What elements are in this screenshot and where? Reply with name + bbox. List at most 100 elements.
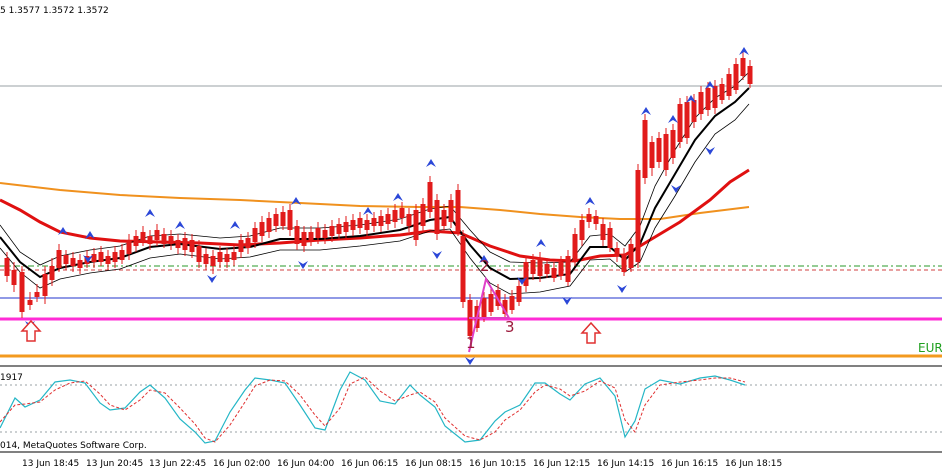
candle-body — [56, 250, 62, 268]
candle-body — [308, 232, 314, 240]
candle-body — [642, 120, 648, 178]
fractal-arrow-icon — [230, 221, 240, 229]
candle-body — [635, 170, 641, 262]
candle-body — [294, 226, 300, 244]
candle-body — [420, 204, 426, 226]
candle-body — [49, 266, 55, 280]
time-axis-label: 13 Jun 20:45 — [86, 459, 143, 469]
time-axis-label: 16 Jun 12:15 — [533, 459, 590, 469]
candle-body — [119, 250, 125, 260]
candle-body — [670, 130, 676, 158]
candle-body — [168, 236, 174, 244]
fractal-arrow-icon — [562, 297, 572, 305]
candle-body — [385, 214, 391, 224]
candle-body — [537, 258, 543, 276]
candle-body — [565, 256, 571, 282]
fractal-arrow-icon — [393, 193, 403, 201]
candle-body — [238, 240, 244, 252]
fractal-arrow-icon — [668, 115, 678, 123]
candle-body — [140, 232, 146, 242]
candle-body — [698, 92, 704, 114]
candle-body — [182, 238, 188, 250]
fractal-arrow-icon — [585, 197, 595, 205]
candle-body — [301, 232, 307, 246]
candle-body — [481, 298, 487, 318]
fractal-arrow-icon — [536, 239, 546, 247]
candle-body — [691, 100, 697, 122]
candle-body — [133, 236, 139, 246]
candle-body — [600, 224, 606, 240]
candle-body — [572, 234, 578, 260]
time-axis-label: 16 Jun 14:15 — [597, 459, 654, 469]
candle-body — [280, 212, 286, 226]
fractal-arrow-icon — [432, 251, 442, 259]
candle-body — [413, 210, 419, 240]
candle-body — [544, 264, 550, 274]
candle-body — [551, 268, 557, 278]
candle-body — [329, 226, 335, 236]
candle-body — [649, 142, 655, 168]
fractal-arrow-icon — [705, 147, 715, 155]
candle-body — [91, 254, 97, 262]
fractal-arrow-icon — [705, 81, 715, 89]
indicator-value: 1917 — [0, 373, 23, 383]
fractal-arrow-icon — [145, 209, 155, 217]
candle-body — [399, 208, 405, 218]
stochastic-main-line — [0, 371, 746, 444]
candle-body — [77, 260, 83, 268]
candle-body — [259, 222, 265, 236]
candle-body — [523, 262, 529, 286]
candle-body — [210, 256, 216, 266]
candle-body — [378, 216, 384, 226]
candle-body — [19, 272, 25, 312]
fractal-arrow-icon — [617, 285, 627, 293]
time-axis-label: 16 Jun 16:15 — [661, 459, 718, 469]
fractal-arrows — [25, 47, 749, 365]
fractal-arrow-icon — [175, 221, 185, 229]
candle-body — [196, 246, 202, 262]
candle-body — [63, 255, 69, 264]
candle-body — [147, 236, 153, 244]
pattern-label-2: 2 — [480, 257, 490, 275]
up-arrow-icon — [580, 321, 602, 344]
candle-body — [579, 220, 585, 240]
candle-body — [621, 254, 627, 272]
pattern-label-3: 3 — [505, 318, 515, 336]
fractal-arrow-icon — [641, 107, 651, 115]
candlestick-series — [4, 52, 753, 340]
candle-body — [357, 218, 363, 228]
candle-body — [154, 230, 160, 240]
candle-body — [677, 104, 683, 142]
candle-body — [460, 236, 466, 302]
time-axis-label: 16 Jun 02:00 — [213, 459, 270, 469]
candle-body — [350, 220, 356, 230]
candle-body — [705, 88, 711, 110]
candle-body — [747, 66, 753, 84]
pattern-label-1: 1 — [466, 334, 476, 352]
fractal-arrow-icon — [465, 357, 475, 365]
fractal-arrow-icon — [426, 159, 436, 167]
candle-body — [364, 220, 370, 230]
fractal-arrow-icon — [207, 275, 217, 283]
ohlc-header: 5 1.3577 1.3572 1.3572 — [0, 6, 109, 16]
time-axis-label: 16 Jun 18:15 — [725, 459, 782, 469]
candle-body — [509, 296, 515, 310]
candle-body — [448, 200, 454, 222]
candle-body — [189, 240, 195, 252]
fractal-arrow-icon — [291, 197, 301, 205]
time-axis-label: 13 Jun 22:45 — [149, 459, 206, 469]
candle-body — [684, 102, 690, 138]
candle-body — [712, 86, 718, 108]
candle-body — [11, 270, 17, 285]
candle-body — [126, 240, 132, 254]
fractal-arrow-icon — [58, 227, 68, 235]
candle-body — [663, 134, 669, 170]
fractal-arrow-icon — [363, 207, 373, 215]
candle-body — [628, 244, 634, 268]
time-axis-label: 13 Jun 18:45 — [22, 459, 79, 469]
candle-body — [287, 210, 293, 230]
candle-body — [105, 256, 111, 264]
candle-body — [740, 58, 746, 76]
fractal-arrow-icon — [298, 261, 308, 269]
